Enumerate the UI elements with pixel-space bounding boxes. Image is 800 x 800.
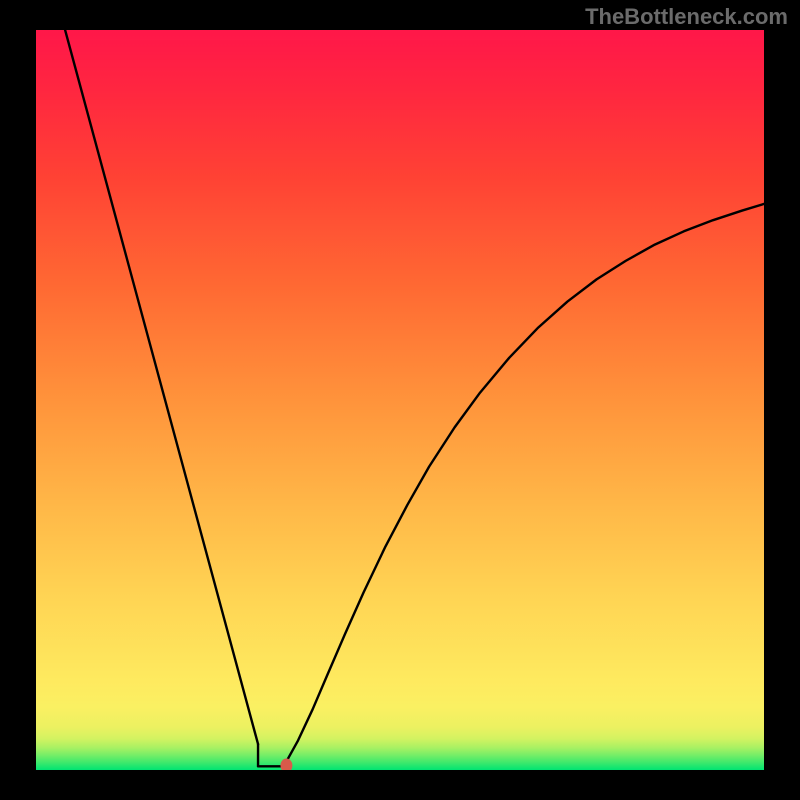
optimal-point-marker — [280, 759, 292, 770]
bottleneck-curve-segment — [285, 204, 764, 764]
curve-layer — [36, 30, 764, 770]
bottleneck-curve-segment — [65, 30, 258, 744]
chart-root: TheBottleneck.com — [0, 0, 800, 800]
plot-area — [36, 30, 764, 770]
watermark-text: TheBottleneck.com — [585, 4, 788, 30]
